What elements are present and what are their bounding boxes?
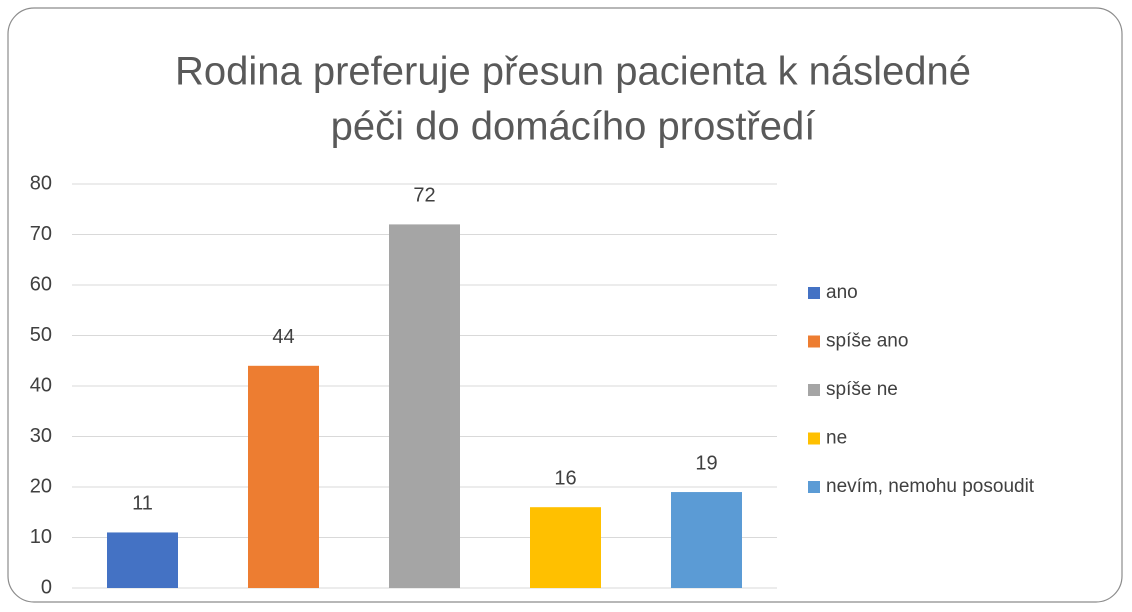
y-tick-label: 0 xyxy=(41,576,52,598)
data-label: 16 xyxy=(554,467,576,489)
data-label: 44 xyxy=(272,326,294,348)
y-tick-label: 80 xyxy=(30,172,52,194)
chart-title: péči do domácího prostředí xyxy=(331,105,816,149)
bar xyxy=(530,507,601,588)
data-label: 19 xyxy=(695,452,717,474)
bar xyxy=(671,492,742,588)
legend-swatch xyxy=(808,335,820,348)
bar xyxy=(248,365,319,588)
bar xyxy=(107,532,178,588)
y-tick-label: 20 xyxy=(30,475,52,497)
data-label: 72 xyxy=(413,185,435,207)
legend-swatch xyxy=(808,287,820,299)
legend-label: ano xyxy=(826,282,858,303)
legend-swatch xyxy=(808,384,820,396)
legend-label: spíše ne xyxy=(826,379,898,400)
y-tick-label: 30 xyxy=(30,425,52,447)
legend-label: spíše ano xyxy=(826,331,908,352)
chart-title: Rodina preferuje přesun pacienta k násle… xyxy=(175,50,971,94)
legend-label: nevím, nemohu posoudit xyxy=(826,476,1035,497)
y-tick-label: 60 xyxy=(30,273,52,295)
y-tick-label: 10 xyxy=(30,526,52,548)
legend-swatch xyxy=(808,432,820,445)
legend-swatch xyxy=(808,481,820,493)
legend-label: ne xyxy=(826,428,847,449)
data-label: 11 xyxy=(132,493,153,515)
y-tick-label: 50 xyxy=(30,324,52,346)
y-tick-label: 70 xyxy=(30,223,52,245)
bar xyxy=(389,224,460,588)
y-tick-label: 40 xyxy=(30,374,52,396)
